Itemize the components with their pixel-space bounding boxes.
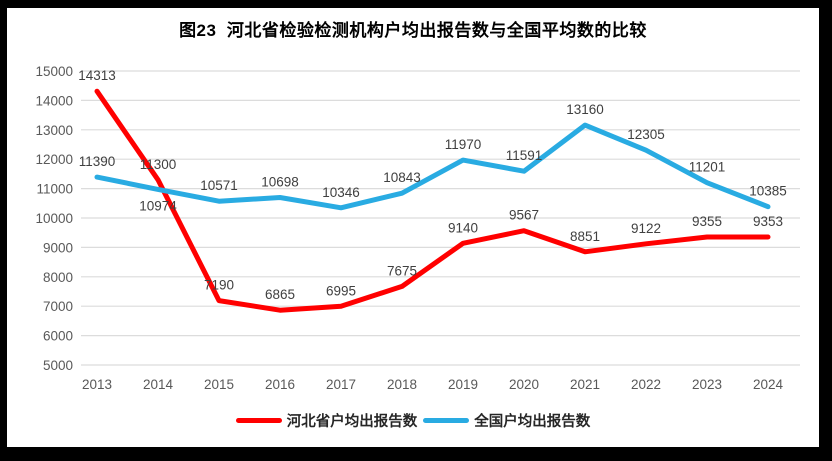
legend-item-hebei: 河北省户均出报告数 <box>235 410 418 431</box>
data-label: 9355 <box>692 214 722 229</box>
data-label: 11300 <box>140 157 177 172</box>
data-label: 6995 <box>326 283 356 298</box>
data-label: 10385 <box>749 184 787 199</box>
series-line-hebei <box>94 88 771 313</box>
x-tick-label: 2015 <box>204 377 234 392</box>
data-label: 10571 <box>200 178 238 193</box>
y-tick-label: 9000 <box>43 240 73 255</box>
data-label: 11591 <box>506 148 543 163</box>
data-label: 14313 <box>78 68 116 83</box>
line-chart-canvas: 5000 6000 7000 8000 9000 10000 11000 12000 13000… <box>35 64 800 392</box>
x-tick-label: 2021 <box>570 377 600 392</box>
legend-label-national: 全国户均出报告数 <box>474 414 591 430</box>
y-tick-label: 7000 <box>43 299 73 314</box>
x-tick-label: 2019 <box>448 377 478 392</box>
data-label: 9353 <box>753 214 783 229</box>
data-label: 9140 <box>448 220 478 235</box>
x-tick-label: 2020 <box>509 377 539 392</box>
x-tick-label: 2018 <box>387 377 417 392</box>
legend-item-national: 全国户均出报告数 <box>423 410 590 431</box>
chart-title: 图23 河北省检验检测机构户均出报告数与全国平均数的比较 <box>179 21 647 40</box>
x-tick-label: 2017 <box>326 377 356 392</box>
data-label: 10346 <box>322 185 360 200</box>
y-tick-label: 6000 <box>43 329 73 344</box>
data-label: 10843 <box>383 170 421 185</box>
x-tick-label: 2013 <box>82 377 112 392</box>
data-label: 7675 <box>387 263 417 278</box>
data-label: 8851 <box>570 229 600 244</box>
data-label: 7190 <box>204 278 234 293</box>
data-label: 9122 <box>631 221 661 236</box>
data-label: 11201 <box>689 160 726 175</box>
data-label: 13160 <box>566 102 604 117</box>
series-line-national <box>94 122 771 211</box>
y-tick-label: 11000 <box>36 182 73 197</box>
legend-label-hebei: 河北省户均出报告数 <box>286 414 418 430</box>
y-tick-label: 8000 <box>43 270 73 285</box>
data-label: 10974 <box>139 198 177 213</box>
data-label: 11390 <box>79 154 116 169</box>
data-label: 9567 <box>509 208 539 223</box>
data-label: 12305 <box>627 127 665 142</box>
data-label: 11970 <box>445 137 482 152</box>
chart-legend: 河北省户均出报告数 全国户均出报告数 <box>7 410 819 431</box>
x-tick-label: 2014 <box>143 377 174 392</box>
y-tick-label: 12000 <box>35 152 73 167</box>
x-tick-label: 2016 <box>265 377 295 392</box>
data-label: 10698 <box>261 174 299 189</box>
y-tick-label: 5000 <box>43 358 73 373</box>
y-tick-label: 13000 <box>35 123 73 138</box>
x-tick-label: 2023 <box>692 377 722 392</box>
y-tick-label: 15000 <box>35 64 73 79</box>
legend-line-blue-icon <box>423 418 470 423</box>
legend-line-red-icon <box>235 418 282 423</box>
data-label: 6865 <box>265 287 295 302</box>
chart-frame: 图23 河北省检验检测机构户均出报告数与全国平均数的比较 5000 6000 700… <box>7 8 819 447</box>
x-tick-label: 2022 <box>631 377 661 392</box>
x-tick-label: 2024 <box>753 377 784 392</box>
y-tick-label: 14000 <box>35 93 73 108</box>
y-tick-label: 10000 <box>35 211 73 226</box>
